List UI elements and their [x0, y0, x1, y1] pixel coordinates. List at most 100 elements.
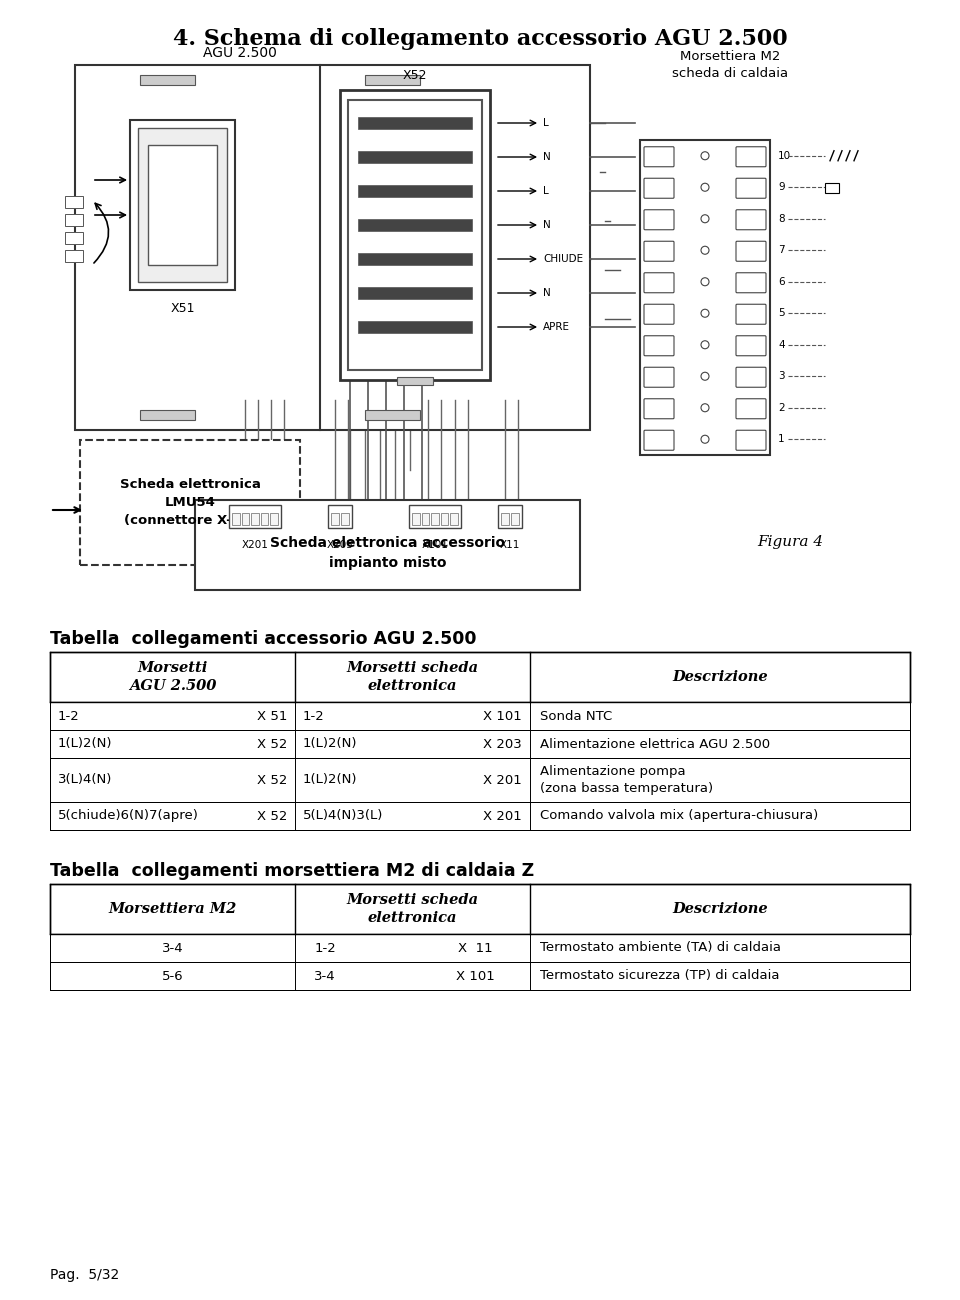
Bar [358, 287, 472, 299]
Bar [75, 65, 590, 430]
Text: Alimentazione pompa
(zona bassa temperatura): Alimentazione pompa (zona bassa temperat… [540, 764, 713, 796]
Text: 1-2: 1-2 [314, 941, 336, 954]
Bar [50, 884, 910, 933]
Circle shape [701, 214, 709, 222]
Text: 2: 2 [348, 152, 353, 161]
Text: X 101: X 101 [456, 970, 494, 983]
FancyBboxPatch shape [736, 335, 766, 356]
Text: 5: 5 [273, 516, 276, 521]
Bar [50, 758, 910, 802]
Bar [50, 802, 910, 829]
Text: CHIUDE: CHIUDE [543, 254, 583, 264]
Text: 7: 7 [778, 246, 784, 255]
Text: X 201: X 201 [483, 774, 522, 786]
Text: Morsettiera M2: Morsettiera M2 [108, 902, 236, 916]
Bar [498, 504, 522, 528]
Bar [50, 933, 910, 962]
Text: 3: 3 [253, 516, 257, 521]
Bar [358, 254, 472, 265]
FancyBboxPatch shape [644, 147, 674, 166]
Text: 1: 1 [414, 516, 418, 521]
Bar [195, 500, 580, 590]
FancyBboxPatch shape [736, 367, 766, 387]
Text: X201: X201 [242, 540, 269, 550]
Text: 1: 1 [348, 118, 353, 127]
Text: Tabella  collegamenti morsettiera M2 di caldaia Z: Tabella collegamenti morsettiera M2 di c… [50, 862, 534, 880]
Bar [328, 504, 352, 528]
Text: X11: X11 [500, 540, 520, 550]
Bar [511, 514, 519, 525]
Text: 4: 4 [263, 516, 267, 521]
Bar [331, 514, 339, 525]
Bar [358, 185, 472, 198]
Bar [450, 514, 458, 525]
Bar [242, 514, 250, 525]
Text: X 101: X 101 [483, 710, 522, 723]
FancyBboxPatch shape [644, 430, 674, 450]
Text: 5(chiude)6(N)7(apre): 5(chiude)6(N)7(apre) [58, 810, 199, 823]
Bar [640, 140, 770, 455]
Text: 4: 4 [443, 516, 446, 521]
FancyBboxPatch shape [644, 367, 674, 387]
Bar [358, 218, 472, 231]
FancyBboxPatch shape [644, 178, 674, 198]
Bar [365, 410, 420, 420]
Circle shape [701, 152, 709, 160]
Text: AGU 2.500: AGU 2.500 [204, 46, 276, 60]
FancyBboxPatch shape [736, 178, 766, 198]
Text: X52: X52 [403, 69, 427, 82]
Text: X 52: X 52 [256, 774, 287, 786]
Bar [358, 151, 472, 162]
Text: 3-4: 3-4 [161, 941, 183, 954]
Bar [65, 231, 83, 244]
Bar [409, 504, 461, 528]
Text: 3: 3 [433, 516, 437, 521]
Text: Alimentazione elettrica AGU 2.500: Alimentazione elettrica AGU 2.500 [540, 737, 770, 750]
Text: 2: 2 [778, 403, 784, 413]
FancyBboxPatch shape [644, 335, 674, 356]
Text: 6: 6 [778, 277, 784, 287]
Text: 5: 5 [348, 255, 353, 264]
FancyBboxPatch shape [736, 430, 766, 450]
Bar [340, 90, 490, 380]
Text: X 52: X 52 [256, 737, 287, 750]
FancyBboxPatch shape [644, 242, 674, 261]
Bar [50, 702, 910, 731]
Text: X203: X203 [326, 540, 353, 550]
Text: Descrizione: Descrizione [672, 670, 768, 684]
Text: 5: 5 [452, 516, 456, 521]
Bar [140, 410, 195, 420]
FancyBboxPatch shape [644, 399, 674, 419]
Text: L: L [543, 186, 549, 196]
Bar [50, 962, 910, 991]
Bar [232, 514, 240, 525]
Text: X  11: X 11 [458, 941, 492, 954]
FancyBboxPatch shape [736, 242, 766, 261]
Text: Termostato sicurezza (TP) di caldaia: Termostato sicurezza (TP) di caldaia [540, 970, 780, 983]
Bar [138, 127, 227, 282]
Text: 5-6: 5-6 [161, 970, 183, 983]
Text: 2: 2 [513, 516, 517, 521]
Bar [140, 75, 195, 84]
Text: 3-4: 3-4 [314, 970, 336, 983]
Text: 2: 2 [244, 516, 248, 521]
Circle shape [701, 278, 709, 286]
Text: X101: X101 [421, 540, 448, 550]
Text: X51: X51 [170, 302, 195, 315]
Bar [412, 514, 420, 525]
FancyBboxPatch shape [736, 273, 766, 292]
Text: 4. Schema di collegamento accessorio AGU 2.500: 4. Schema di collegamento accessorio AGU… [173, 29, 787, 49]
Text: X 203: X 203 [483, 737, 522, 750]
Bar [50, 653, 910, 702]
Text: N: N [543, 152, 551, 162]
Bar [148, 146, 217, 265]
FancyBboxPatch shape [644, 304, 674, 324]
Bar [348, 100, 482, 370]
Bar [80, 439, 300, 566]
Text: Comando valvola mix (apertura-chiusura): Comando valvola mix (apertura-chiusura) [540, 810, 818, 823]
Text: 3: 3 [348, 186, 353, 195]
Circle shape [701, 436, 709, 443]
Text: 1-2: 1-2 [58, 710, 80, 723]
Text: Termostato ambiente (TA) di caldaia: Termostato ambiente (TA) di caldaia [540, 941, 781, 954]
Bar [252, 514, 259, 525]
